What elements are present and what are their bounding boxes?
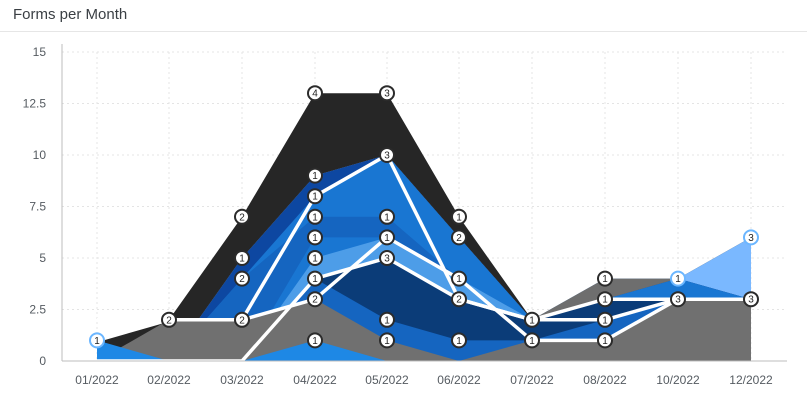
chart-title: Forms per Month [13,6,128,23]
data-point-label: 1 [456,336,462,347]
data-point-label: 1 [602,274,608,285]
data-point-label: 1 [384,336,390,347]
data-point-label: 1 [312,254,318,265]
panel-header: Forms per Month [0,0,807,32]
y-tick-label: 0 [39,354,46,368]
data-point-marker [89,332,105,349]
y-tick-label: 15 [33,45,47,59]
data-point-marker [451,270,467,287]
x-tick-label: 12/2022 [729,373,773,387]
data-point-label: 1 [312,171,318,182]
data-point-label: 1 [94,336,100,347]
data-point-label: 1 [239,254,245,265]
y-tick-label: 10 [33,148,47,162]
data-point-marker [307,188,323,205]
data-point-label: 3 [748,295,754,306]
data-point-marker [743,291,759,308]
data-point-marker [524,332,540,349]
data-point-marker [379,332,395,349]
data-point-marker [379,311,395,328]
data-point-label: 1 [529,336,535,347]
data-point-marker [379,208,395,225]
data-point-marker [451,229,467,246]
data-point-marker [161,311,177,328]
x-tick-label: 08/2022 [583,373,627,387]
data-markers: 1 2 2 2 1 2 1 2 1 1 1 1 1 1 4 1 1 3 1 1 3 3 1 2 1 2 1 1 1 1 1 1 1 3 1 3 3 [89,85,759,349]
data-point-label: 1 [312,233,318,244]
y-tick-label: 5 [39,251,46,265]
x-tick-label: 05/2022 [365,373,409,387]
data-point-label: 1 [456,274,462,285]
data-point-marker [234,311,250,328]
data-point-marker [524,311,540,328]
data-point-label: 2 [456,233,462,244]
data-point-marker [379,147,395,163]
data-point-label: 1 [312,274,318,285]
x-tick-label: 03/2022 [220,373,264,387]
data-point-marker [597,291,613,308]
data-point-marker [307,85,323,102]
data-point-label: 4 [312,89,318,100]
x-tick-label: 07/2022 [510,373,554,387]
data-point-label: 2 [239,212,245,223]
data-point-marker [597,332,613,349]
data-point-marker [379,85,395,102]
data-point-marker [234,270,250,287]
data-point-label: 1 [312,192,318,203]
y-tick-label: 2.5 [29,303,46,317]
x-tick-label: 10/2022 [656,373,700,387]
data-point-label: 1 [312,212,318,223]
x-tick-label: 04/2022 [293,373,337,387]
data-point-marker [307,332,323,349]
x-tick-label: 06/2022 [437,373,481,387]
data-point-label: 1 [602,315,608,326]
x-tick-label: 01/2022 [75,373,119,387]
data-point-marker [307,291,323,308]
data-point-marker [670,291,686,308]
area-series-band [97,340,751,361]
data-point-marker [451,332,467,349]
data-point-label: 2 [239,315,245,326]
data-point-label: 1 [602,295,608,306]
data-point-marker [307,167,323,184]
data-point-label: 1 [529,315,535,326]
data-point-marker [307,208,323,225]
data-point-label: 1 [602,336,608,347]
data-point-marker [451,291,467,308]
data-point-label: 1 [675,274,681,285]
data-point-label: 1 [312,336,318,347]
data-point-marker [307,270,323,287]
axes: 0 2.5 5 7.5 10 12.5 15 01/2022 02/2022 03/2022 04/… [23,44,787,387]
data-point-label: 3 [384,151,390,162]
data-point-marker [379,229,395,246]
data-point-marker [670,270,686,287]
data-point-label: 1 [456,212,462,223]
data-point-marker [379,250,395,266]
data-point-label: 3 [384,89,390,100]
data-point-label: 1 [384,233,390,244]
data-point-label: 2 [166,315,172,326]
data-point-label: 3 [748,233,754,244]
series-line [96,235,751,343]
data-point-label: 2 [456,295,462,306]
data-point-label: 1 [384,315,390,326]
data-point-marker [307,250,323,266]
data-point-marker [451,208,467,225]
data-point-label: 3 [675,295,681,306]
x-tick-label: 02/2022 [147,373,191,387]
data-point-marker [743,229,759,246]
data-point-label: 3 [384,254,390,265]
y-tick-label: 7.5 [29,200,46,214]
data-point-marker [597,270,613,287]
data-point-marker [234,208,250,225]
data-point-marker [597,311,613,328]
data-point-label: 2 [312,295,318,306]
y-tick-label: 12.5 [23,97,47,111]
data-point-marker [307,229,323,246]
data-point-label: 1 [384,212,390,223]
data-point-marker [234,250,250,266]
data-point-label: 2 [239,274,245,285]
